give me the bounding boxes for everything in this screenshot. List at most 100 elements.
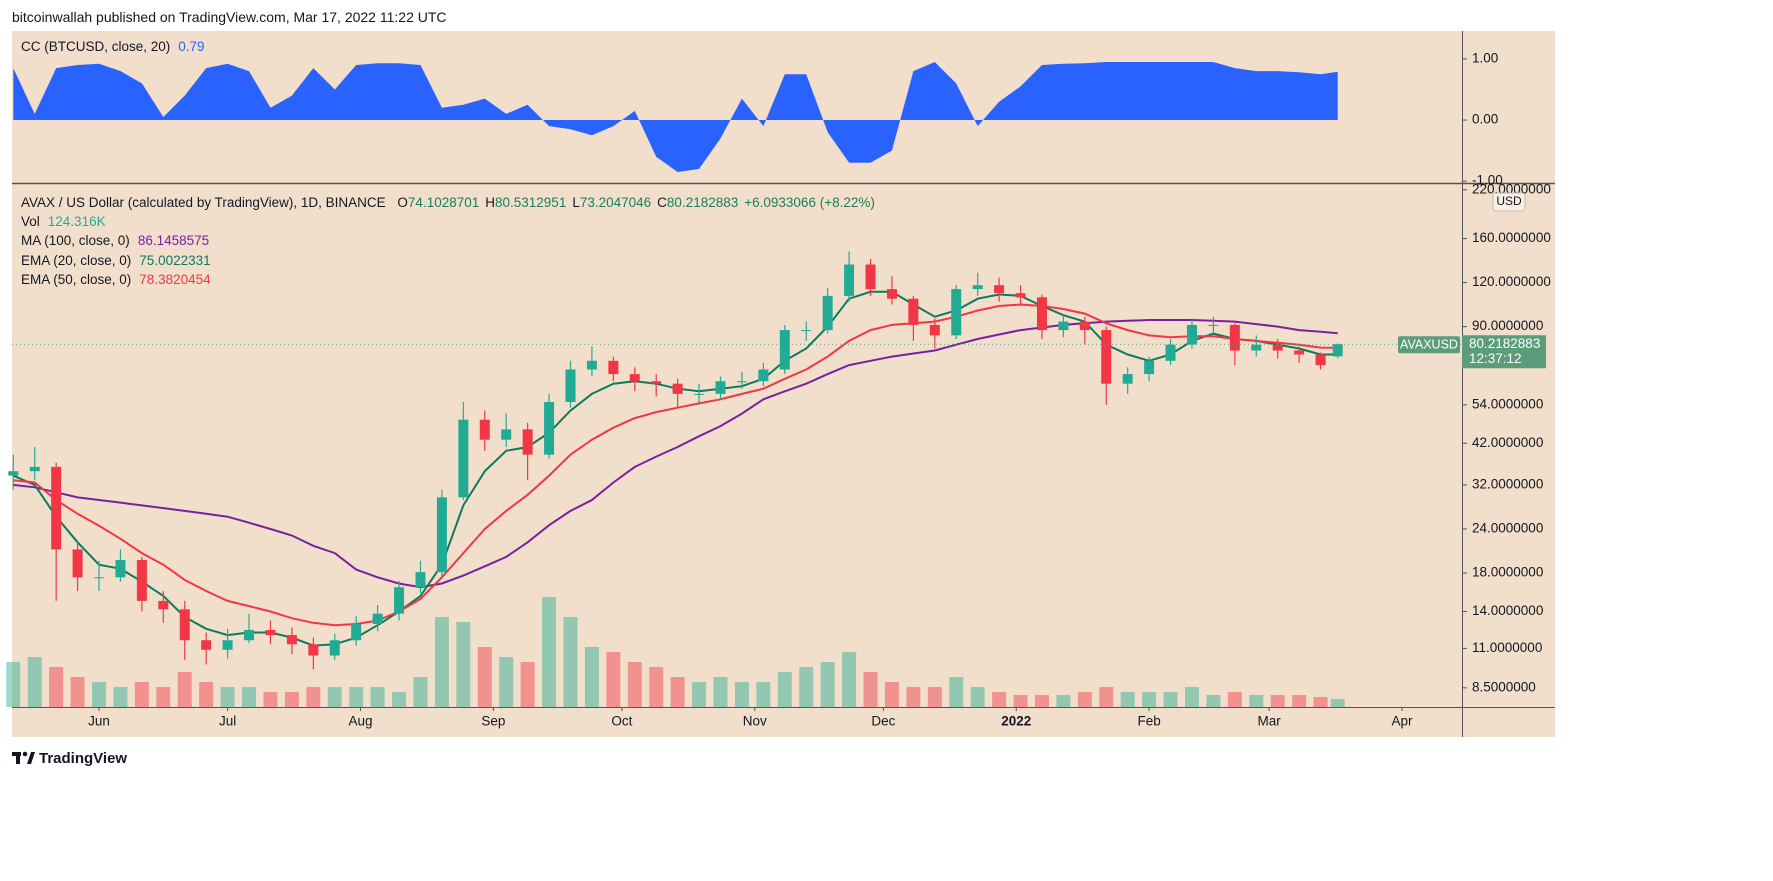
y-tick-label: 54.0000000 (1472, 396, 1543, 411)
legend-value: 124.316K (47, 214, 106, 229)
candle-body (351, 623, 362, 641)
volume-bar (949, 677, 964, 707)
volume-bar (1249, 695, 1264, 707)
y-tick-label: 32.0000000 (1472, 476, 1543, 491)
ohlc-item: L73.2047046 (572, 195, 651, 210)
candle-body (865, 264, 876, 290)
legend-value: 86.1458575 (137, 233, 210, 248)
volume-bar (563, 617, 578, 707)
volume-bar (477, 647, 492, 707)
volume-bar (456, 621, 471, 707)
ohlc-value: 73.2047046 (579, 195, 652, 210)
candle-body (972, 285, 983, 290)
volume-bar (734, 681, 749, 707)
candle-body (1229, 324, 1240, 351)
volume-bar (1313, 696, 1328, 707)
candle-body (1294, 350, 1305, 355)
candle-body (1079, 321, 1090, 331)
candle-body (415, 572, 426, 588)
volume-bar (242, 687, 257, 707)
indicator-line (13, 303, 1338, 627)
candle-body (286, 635, 297, 645)
candle-body (1186, 324, 1197, 345)
candle-body (844, 264, 855, 296)
candle-body (951, 289, 962, 336)
x-tick-label: Jul (219, 714, 236, 729)
volume-bar (542, 597, 557, 707)
volume-bar (306, 687, 321, 707)
candle-body (586, 360, 597, 370)
candle-body (779, 330, 790, 370)
candle-body (736, 381, 747, 383)
volume-bar (520, 662, 535, 707)
candle-body (372, 613, 383, 624)
candle-body (908, 298, 919, 325)
x-tick-label: Apr (1391, 714, 1413, 729)
volume-bar (606, 651, 621, 707)
candle-body (565, 369, 576, 403)
volume-bar (713, 677, 728, 707)
candle-body (1015, 293, 1026, 298)
volume-bar (177, 672, 192, 707)
candle-body (29, 466, 40, 472)
x-tick-label: Feb (1137, 714, 1160, 729)
candle-body (265, 630, 276, 636)
legend-value: 78.3820454 (139, 272, 211, 287)
volume-bar (970, 687, 985, 707)
ohlc-value: 74.1028701 (407, 195, 480, 210)
indicator-legend: EMA (50, close, 0) 78.3820454 (21, 271, 219, 289)
candle-body (244, 630, 255, 641)
currency-box (1492, 192, 1526, 212)
x-tick-label: Dec (871, 714, 895, 729)
volume-bar (156, 687, 171, 707)
volume-bar (1270, 695, 1285, 707)
y-tick-label: 11.0000000 (1472, 640, 1542, 655)
volume-bar (1142, 692, 1157, 707)
candle-body (608, 360, 619, 375)
candle-body (458, 419, 469, 498)
candle-body (179, 609, 190, 641)
volume-bar (49, 666, 64, 707)
volume-bar (756, 681, 771, 707)
x-tick-label: 2022 (1001, 714, 1031, 729)
volume-bar (220, 687, 235, 707)
candle-body (1058, 321, 1069, 331)
candle-body (994, 285, 1005, 294)
candle-body (222, 640, 233, 650)
ohlc-key: L (572, 195, 580, 210)
currency-label: USD (1496, 194, 1522, 208)
volume-bar (27, 657, 42, 707)
volume-bar (92, 681, 107, 707)
volume-bar (113, 687, 128, 707)
y-tick-label: 0.00 (1472, 112, 1498, 127)
y-tick-label: 120.0000000 (1472, 274, 1551, 289)
y-tick-label: -1.00 (1472, 173, 1503, 188)
volume-bar (627, 662, 642, 707)
volume-bar (863, 672, 878, 707)
legend-value: 75.0022331 (139, 252, 211, 268)
volume-bar (1227, 692, 1242, 707)
y-tick-label: 1.00 (1472, 50, 1498, 65)
ohlc-key: O (397, 195, 408, 210)
volume-bar (70, 677, 85, 707)
ohlc-key: C (657, 195, 667, 210)
y-tick-label: 14.0000000 (1472, 603, 1543, 618)
volume-bar (284, 692, 299, 707)
volume-bar (927, 687, 942, 707)
y-tick-label: 18.0000000 (1472, 565, 1543, 580)
candle-body (1036, 297, 1047, 331)
volume-bar (884, 681, 899, 707)
candle-body (115, 559, 126, 578)
volume-legend: Vol 124.316K (21, 213, 114, 231)
volume-bar (199, 681, 214, 707)
volume-bar (1184, 687, 1199, 707)
candle-body (758, 369, 769, 382)
chart-background (12, 31, 1555, 737)
legend-title: Vol (21, 214, 40, 229)
legend-title: MA (100, close, 0) (21, 233, 130, 248)
price-label-box (1462, 335, 1546, 369)
candle-body (1101, 330, 1112, 384)
candle-body (1165, 344, 1176, 361)
ohlc-item: H80.5312951 (485, 195, 566, 210)
